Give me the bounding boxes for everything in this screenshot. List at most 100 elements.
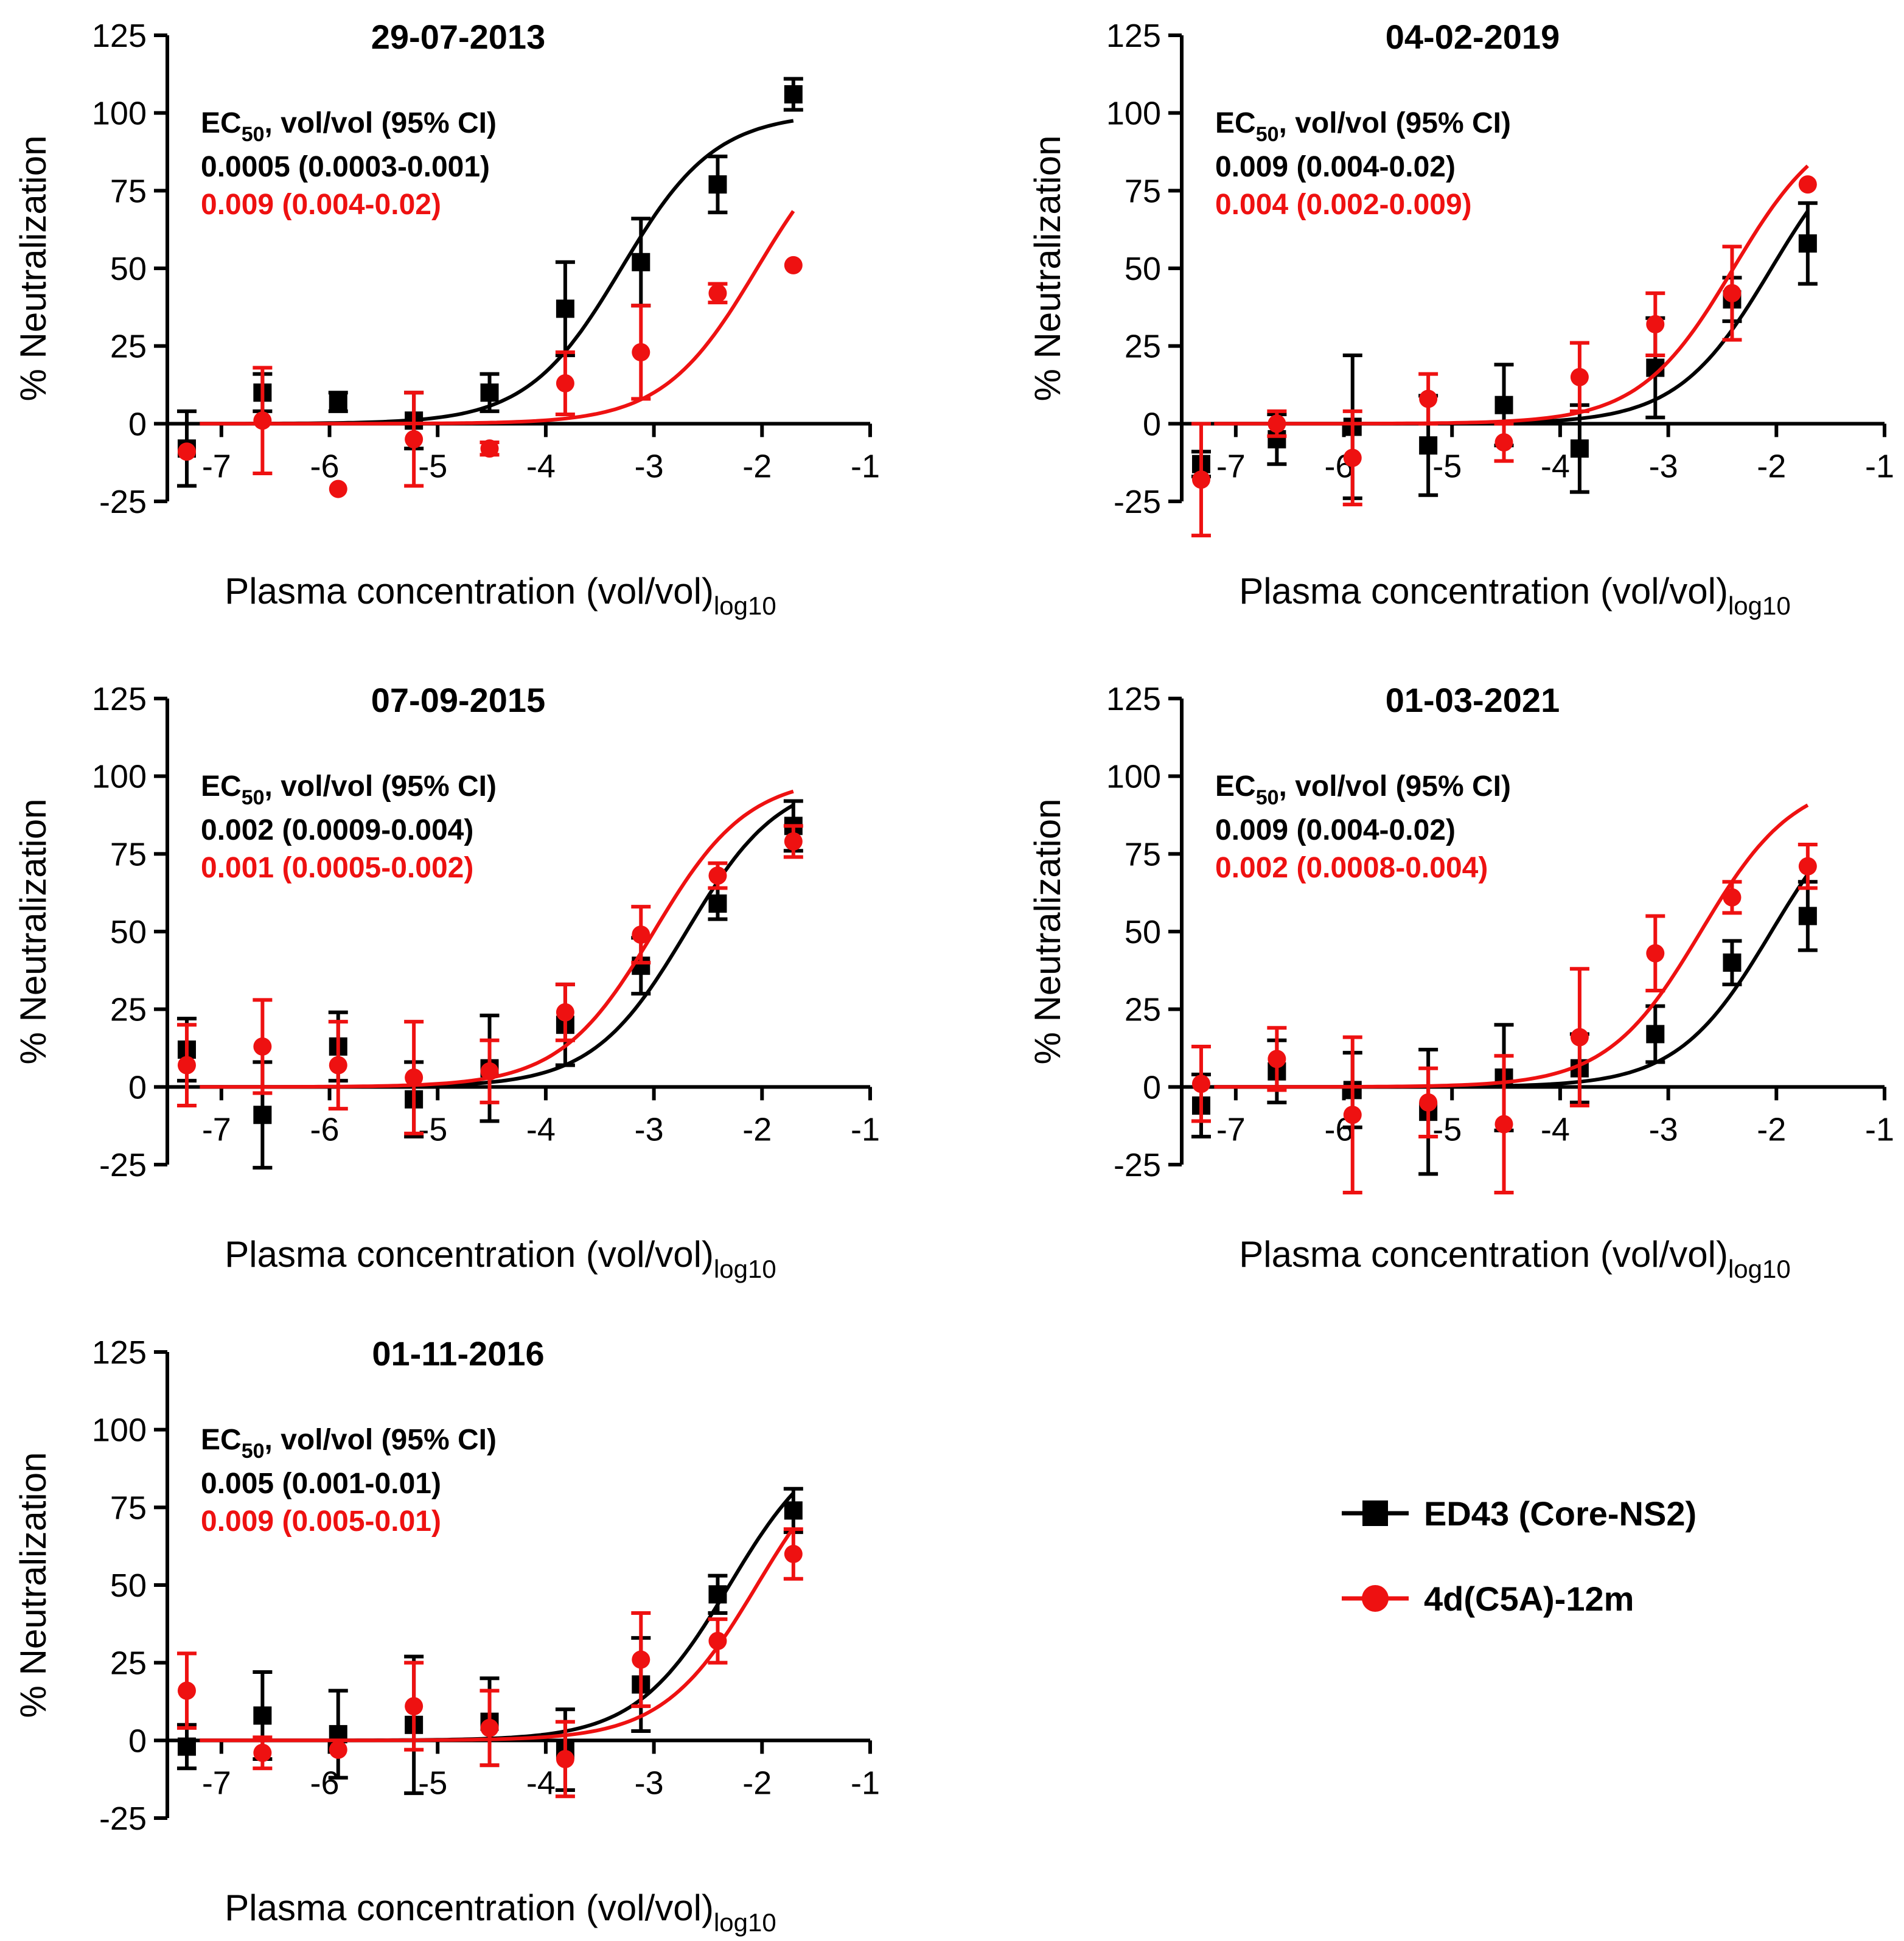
data-point-4d: [329, 1056, 347, 1075]
fit-curve-ed43: [1214, 210, 1810, 426]
x-tick-label: -7: [202, 1765, 231, 1801]
ec50-value-ed43: 0.0005 (0.0003-0.001): [201, 151, 490, 183]
x-tick-label: -5: [418, 448, 447, 484]
data-point-4d: [1646, 315, 1665, 333]
ec50-header: EC50, vol/vol (95% CI): [201, 1424, 497, 1463]
ec50-header: EC50, vol/vol (95% CI): [201, 770, 497, 809]
data-point-4d: [1494, 433, 1513, 451]
y-tick-label: 75: [110, 173, 147, 209]
data-point-4d: [1343, 448, 1362, 467]
data-point-ed43: [632, 253, 650, 271]
x-tick-label: -4: [1541, 1111, 1570, 1148]
ec50-header-rest: , vol/vol (95% CI): [265, 770, 497, 803]
data-point-4d: [480, 439, 499, 458]
panel-title: 01-03-2021: [1386, 681, 1560, 719]
data-point-4d: [1570, 1028, 1589, 1047]
y-tick-label: 75: [110, 1490, 147, 1526]
data-point-4d: [556, 1749, 574, 1768]
ec50-value-4d: 0.009 (0.004-0.02): [201, 189, 441, 221]
y-tick-label: 125: [92, 681, 147, 717]
x-tick-label: -1: [1865, 448, 1894, 484]
x-tick-label: -2: [1757, 1111, 1786, 1148]
ec50-value-4d: 0.001 (0.0005-0.002): [201, 852, 473, 884]
panel-5: 125 100 75 50 25 0 -25 -7 -6 -5 -4 -3 -2 -1 % Neutrali…: [13, 1334, 880, 1937]
data-point-4d: [480, 1718, 499, 1737]
x-tick-label: -5: [418, 1111, 447, 1148]
data-point-4d: [480, 1062, 499, 1081]
ec50-header-main: EC: [201, 1424, 242, 1456]
data-point-4d: [556, 1003, 574, 1022]
data-point-4d: [1798, 857, 1817, 876]
y-tick-label: 125: [92, 18, 147, 54]
x-tick-label: -3: [635, 1765, 664, 1801]
x-tick-label: -7: [202, 1111, 231, 1148]
data-point-4d: [1570, 368, 1589, 386]
ec50-header: EC50, vol/vol (95% CI): [1215, 107, 1511, 146]
y-tick-label: 125: [1106, 681, 1161, 717]
ec50-value-ed43: 0.005 (0.001-0.01): [201, 1468, 441, 1500]
y-tick-label: 25: [110, 329, 147, 365]
data-point-4d: [253, 411, 272, 430]
fit-curve-4d: [1214, 803, 1809, 1089]
y-tick-label: 125: [1106, 18, 1161, 54]
x-tick-label: -4: [1541, 448, 1570, 484]
x-axis-title-subscript: log10: [1728, 1255, 1791, 1283]
data-point-4d: [405, 1068, 424, 1087]
panel-3: 125 100 75 50 25 0 -25 -7 -6 -5 -4 -3 -2 -1 % Neutrali…: [13, 681, 880, 1283]
data-point-4d: [1723, 284, 1742, 302]
data-point-4d: [1268, 1050, 1286, 1068]
fit-curve-4d: [1214, 164, 1809, 426]
y-tick-label: 0: [1143, 406, 1161, 442]
x-axis-title: Plasma concentration (vol/vol)log10: [1239, 1234, 1790, 1283]
data-point-ed43: [708, 894, 727, 913]
y-tick-label: 100: [92, 1412, 147, 1449]
data-point-4d: [405, 430, 424, 448]
data-point-4d: [253, 1037, 272, 1056]
x-axis-title: Plasma concentration (vol/vol)log10: [225, 1234, 776, 1283]
data-point-4d: [556, 374, 574, 392]
chart-panels: 125 100 75 50 25 0 -25 -7 -6 -5 -4 -3 -2 -1 % Neutrali…: [13, 18, 1894, 1937]
x-tick-label: -1: [851, 1765, 880, 1801]
data-point-ed43: [708, 175, 727, 194]
panel-title: 29-07-2013: [371, 18, 545, 56]
x-tick-label: -7: [202, 448, 231, 484]
data-point-ed43: [177, 1737, 196, 1756]
data-point-ed43: [708, 1585, 727, 1604]
panel-title: 07-09-2015: [371, 681, 545, 719]
data-point-4d: [708, 1631, 727, 1650]
panel-1: 125 100 75 50 25 0 -25 -7 -6 -5 -4 -3 -2 -1 % Neutrali…: [13, 18, 880, 620]
data-point-4d: [405, 1697, 424, 1716]
x-tick-label: -4: [526, 448, 556, 484]
data-point-4d: [632, 343, 650, 361]
data-point-4d: [1191, 1075, 1210, 1093]
ec50-header: EC50, vol/vol (95% CI): [201, 107, 497, 146]
y-tick-label: 0: [128, 1723, 147, 1759]
data-point-4d: [784, 1544, 803, 1563]
ec50-value-ed43: 0.009 (0.004-0.02): [1215, 151, 1456, 183]
fit-curve-ed43: [200, 803, 795, 1089]
y-tick-label: 100: [1106, 759, 1161, 795]
x-tick-label: -1: [1865, 1111, 1894, 1148]
y-tick-label: 50: [1125, 251, 1161, 287]
x-tick-label: -3: [1649, 448, 1678, 484]
fit-curve-4d: [200, 1527, 795, 1743]
ec50-value-4d: 0.004 (0.002-0.009): [1215, 189, 1472, 221]
ec50-header-subscript: 50: [242, 1440, 265, 1463]
y-tick-label: 25: [110, 992, 147, 1028]
data-point-ed43: [253, 1706, 272, 1725]
data-point-ed43: [480, 383, 499, 402]
legend-label-ed43: ED43 (Core-NS2): [1424, 1494, 1697, 1533]
x-tick-label: -6: [310, 1765, 340, 1801]
y-tick-label: 0: [128, 1069, 147, 1106]
legend: ED43 (Core-NS2) 4d(C5A)-12m: [1342, 1494, 1697, 1618]
ec50-header-main: EC: [1215, 107, 1256, 139]
x-axis-title-subscript: log10: [714, 1255, 776, 1283]
x-tick-label: -7: [1216, 1111, 1246, 1148]
ec50-header-subscript: 50: [1256, 123, 1279, 146]
ec50-header-subscript: 50: [242, 786, 265, 809]
ec50-header-rest: , vol/vol (95% CI): [265, 107, 497, 139]
x-axis-title-main: Plasma concentration (vol/vol): [1239, 571, 1728, 612]
data-point-ed43: [1723, 953, 1742, 972]
data-point-ed43: [1646, 1025, 1665, 1044]
y-tick-label: 50: [1125, 914, 1161, 950]
